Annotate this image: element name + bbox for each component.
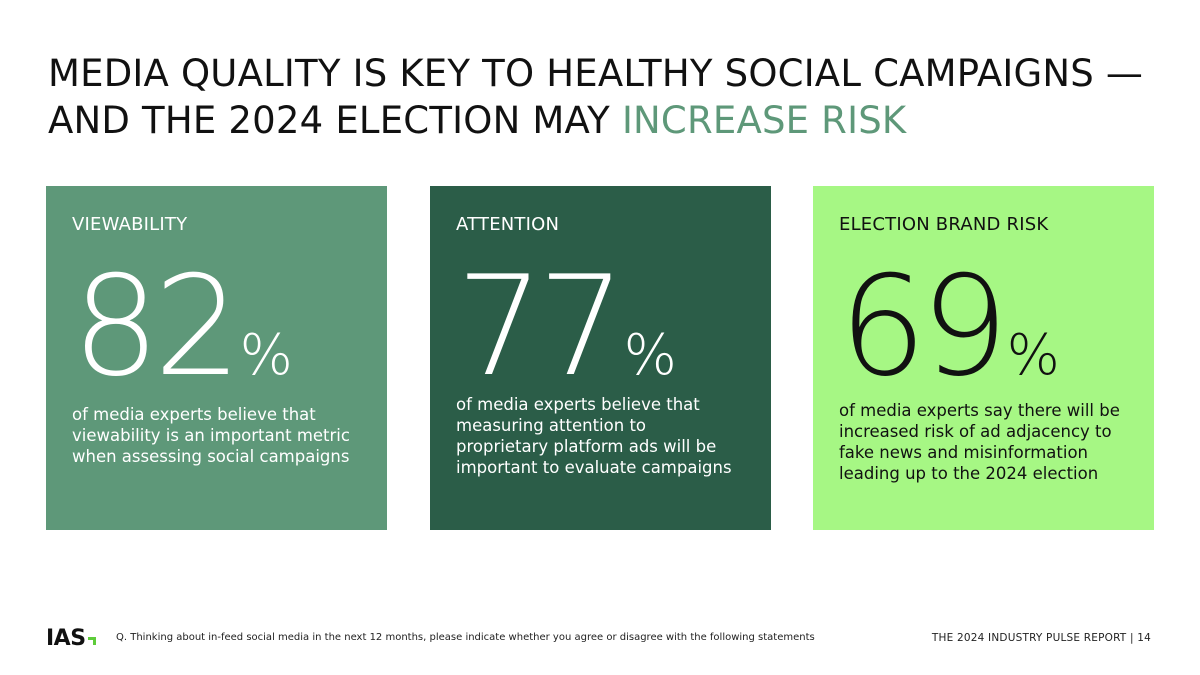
survey-question: Q. Thinking about in-feed social media i…	[116, 632, 815, 643]
logo-mark-icon	[87, 637, 96, 645]
stat-percent-sign: %	[623, 323, 677, 388]
stat-description: of media experts say there will be incre…	[839, 401, 1120, 483]
stat-percent-sign: %	[239, 323, 293, 388]
report-footer: THE 2024 INDUSTRY PULSE REPORT | 14	[931, 632, 1151, 644]
stat-value: 69%	[839, 258, 1060, 396]
ias-logo: IAS	[46, 626, 96, 651]
footer: IAS Q. Thinking about in-feed social med…	[0, 624, 1200, 652]
page-title: MEDIA QUALITY IS KEY TO HEALTHY SOCIAL C…	[48, 50, 1168, 144]
stat-label: VIEWABILITY	[72, 214, 188, 235]
stat-number: 77	[456, 246, 626, 407]
stat-label: ELECTION BRAND RISK	[839, 214, 1049, 235]
stat-percent-sign: %	[1006, 323, 1060, 388]
stat-number: 69	[839, 246, 1009, 407]
stat-description: of media experts believe that measuring …	[456, 395, 732, 477]
logo-text: IAS	[46, 626, 86, 651]
title-line-2: AND THE 2024 ELECTION MAY	[48, 99, 622, 142]
stat-card-viewability: VIEWABILITY 82% of media experts believe…	[46, 186, 387, 530]
stat-value: 82%	[72, 258, 293, 396]
stat-label: ATTENTION	[456, 214, 560, 235]
stat-card-election-brand-risk: ELECTION BRAND RISK 69% of media experts…	[813, 186, 1154, 530]
stat-card-attention: ATTENTION 77% of media experts believe t…	[430, 186, 771, 530]
title-line-1: MEDIA QUALITY IS KEY TO HEALTHY SOCIAL C…	[48, 52, 1144, 95]
stat-number: 82	[72, 246, 242, 407]
title-accent: INCREASE RISK	[621, 99, 907, 142]
stat-value: 77%	[456, 258, 677, 396]
stat-description: of media experts believe that viewabilit…	[72, 405, 350, 466]
